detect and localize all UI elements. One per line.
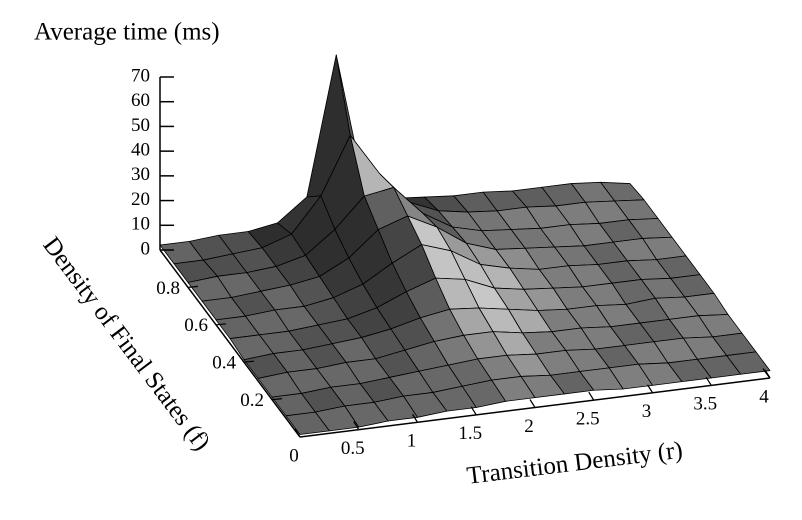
z-tick-label: 70: [131, 65, 150, 86]
z-tick-label: 50: [131, 115, 150, 136]
z-tick-label: 20: [131, 189, 150, 210]
x-tick: [764, 369, 771, 379]
x-tick-label: 3: [642, 401, 652, 422]
x-axis-title: Transition Density (r): [465, 437, 684, 490]
y-tick-label: 0.6: [184, 315, 208, 336]
x-tick-label: 0: [289, 445, 299, 466]
x-tick-label: 1.5: [458, 423, 482, 444]
x-tick: [353, 421, 360, 430]
y-tick: [215, 323, 227, 326]
x-tick: [411, 413, 419, 423]
x-tick: [529, 399, 536, 408]
x-tick-label: 3.5: [693, 394, 717, 415]
y-tick-label: 0.2: [240, 390, 264, 411]
z-tick-label: 10: [131, 214, 150, 235]
x-tick: [646, 384, 654, 394]
y-tick-label: 0.8: [156, 278, 180, 299]
y-tick: [271, 398, 283, 401]
x-tick-label: 1: [407, 431, 417, 452]
z-tick-label: 0: [141, 238, 151, 259]
y-tick-label: 0.4: [212, 353, 236, 374]
z-tick-label: 60: [131, 90, 150, 111]
x-tick: [705, 377, 712, 386]
y-tick: [243, 360, 255, 363]
x-tick-label: 2.5: [576, 408, 600, 429]
surface-cell: [285, 411, 330, 435]
y-tick: [187, 285, 199, 288]
z-tick-label: 30: [131, 164, 150, 185]
x-tick-label: 2: [524, 416, 534, 437]
z-axis-title: Average time (ms): [34, 19, 220, 46]
x-tick: [294, 428, 301, 438]
x-tick: [588, 391, 595, 401]
z-tick-label: 40: [131, 140, 150, 161]
x-tick-label: 0.5: [341, 438, 365, 459]
x-tick-label: 4: [759, 386, 769, 407]
x-tick: [470, 406, 477, 416]
y-axis-line: [159, 249, 301, 438]
